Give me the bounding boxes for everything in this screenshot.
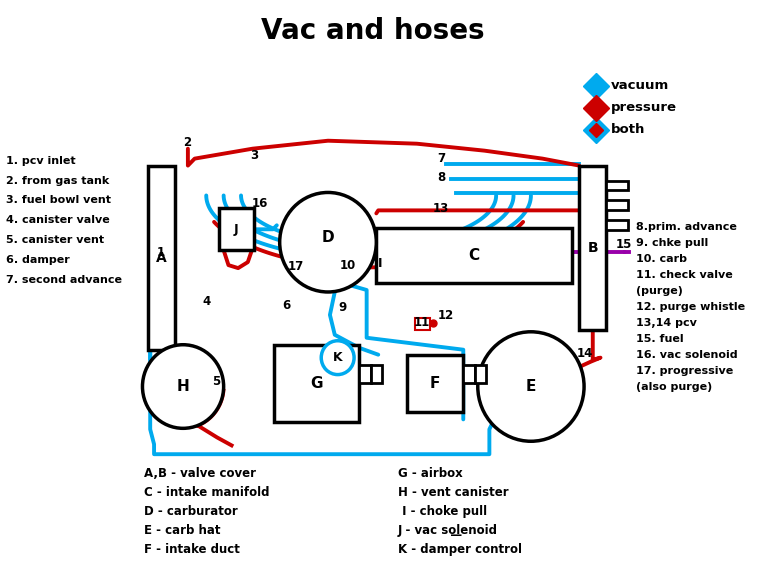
Text: 12: 12 <box>438 309 454 323</box>
Text: A: A <box>157 250 167 265</box>
Bar <box>359 365 370 383</box>
Text: Vac and hoses: Vac and hoses <box>260 17 485 45</box>
Text: 1. pcv inlet: 1. pcv inlet <box>6 156 76 166</box>
Bar <box>606 220 627 230</box>
Bar <box>407 355 463 413</box>
Text: (purge): (purge) <box>636 286 683 296</box>
Text: 6: 6 <box>283 299 290 312</box>
Text: 9. chke pull: 9. chke pull <box>636 238 709 248</box>
Text: 14: 14 <box>577 347 593 360</box>
Circle shape <box>143 344 223 428</box>
Bar <box>376 228 571 283</box>
Text: 9: 9 <box>339 301 346 314</box>
Bar <box>274 344 359 422</box>
Bar <box>370 365 382 383</box>
Text: 10: 10 <box>339 258 356 272</box>
Text: (also purge): (also purge) <box>636 381 713 392</box>
Text: 11. check valve: 11. check valve <box>636 270 733 280</box>
Text: G: G <box>310 376 323 391</box>
Text: 3. fuel bowl vent: 3. fuel bowl vent <box>6 196 111 205</box>
Text: 16: 16 <box>252 197 269 210</box>
Text: 10. carb: 10. carb <box>636 254 687 264</box>
Bar <box>463 365 475 383</box>
Text: G - airbox: G - airbox <box>398 467 462 480</box>
Text: 17: 17 <box>288 260 304 272</box>
Bar <box>148 166 175 350</box>
Text: J - vac so͟lenoid: J - vac so͟lenoid <box>398 524 498 537</box>
Text: 13: 13 <box>433 202 449 215</box>
Text: I - choke pull: I - choke pull <box>398 505 487 518</box>
Bar <box>415 318 430 330</box>
Text: 2: 2 <box>183 136 191 149</box>
Bar <box>475 365 486 383</box>
Text: 4. canister valve: 4. canister valve <box>6 215 110 226</box>
Text: C: C <box>468 248 479 263</box>
Text: pressure: pressure <box>611 102 677 114</box>
Text: 5: 5 <box>212 375 220 388</box>
Text: 15. fuel: 15. fuel <box>636 334 684 344</box>
Text: K - damper control: K - damper control <box>398 543 521 556</box>
Text: C - intake manifold: C - intake manifold <box>144 486 270 499</box>
Text: 16. vac solenoid: 16. vac solenoid <box>636 350 738 359</box>
Text: both: both <box>611 123 645 136</box>
Text: B: B <box>588 241 598 254</box>
Text: H: H <box>177 379 190 394</box>
Text: 17. progressive: 17. progressive <box>636 366 733 376</box>
Text: A,B - valve cover: A,B - valve cover <box>144 467 257 480</box>
Circle shape <box>280 193 376 292</box>
Text: 6. damper: 6. damper <box>6 255 70 265</box>
Text: 5. canister vent: 5. canister vent <box>6 235 104 245</box>
Text: 8: 8 <box>437 171 445 184</box>
Text: D: D <box>322 230 334 245</box>
Text: 1: 1 <box>157 246 165 258</box>
Text: 7. second advance: 7. second advance <box>6 275 122 285</box>
Text: 3: 3 <box>250 149 259 162</box>
Text: E - carb hat: E - carb hat <box>144 524 221 537</box>
Bar <box>606 181 627 190</box>
Text: 13,14 pcv: 13,14 pcv <box>636 318 697 328</box>
Text: E: E <box>526 379 536 394</box>
Circle shape <box>321 341 354 374</box>
Text: K: K <box>333 351 343 364</box>
Text: I: I <box>378 257 382 269</box>
Text: F - intake duct: F - intake duct <box>144 543 240 556</box>
Text: vacuum: vacuum <box>611 80 670 92</box>
Text: 7: 7 <box>437 152 445 165</box>
Circle shape <box>478 332 584 441</box>
Bar <box>219 208 253 250</box>
Text: 11: 11 <box>414 316 430 329</box>
Text: D - carburator: D - carburator <box>144 505 238 518</box>
Text: H - vent canister: H - vent canister <box>398 486 508 499</box>
Text: 8.prim. advance: 8.prim. advance <box>636 222 737 233</box>
Text: J: J <box>234 223 239 236</box>
Bar <box>579 166 606 330</box>
Text: 2. from gas tank: 2. from gas tank <box>6 175 110 186</box>
Text: 4: 4 <box>202 295 210 309</box>
Text: F: F <box>430 376 440 391</box>
Text: 15: 15 <box>615 238 632 251</box>
Text: 12. purge whistle: 12. purge whistle <box>636 302 746 312</box>
Bar <box>606 200 627 211</box>
